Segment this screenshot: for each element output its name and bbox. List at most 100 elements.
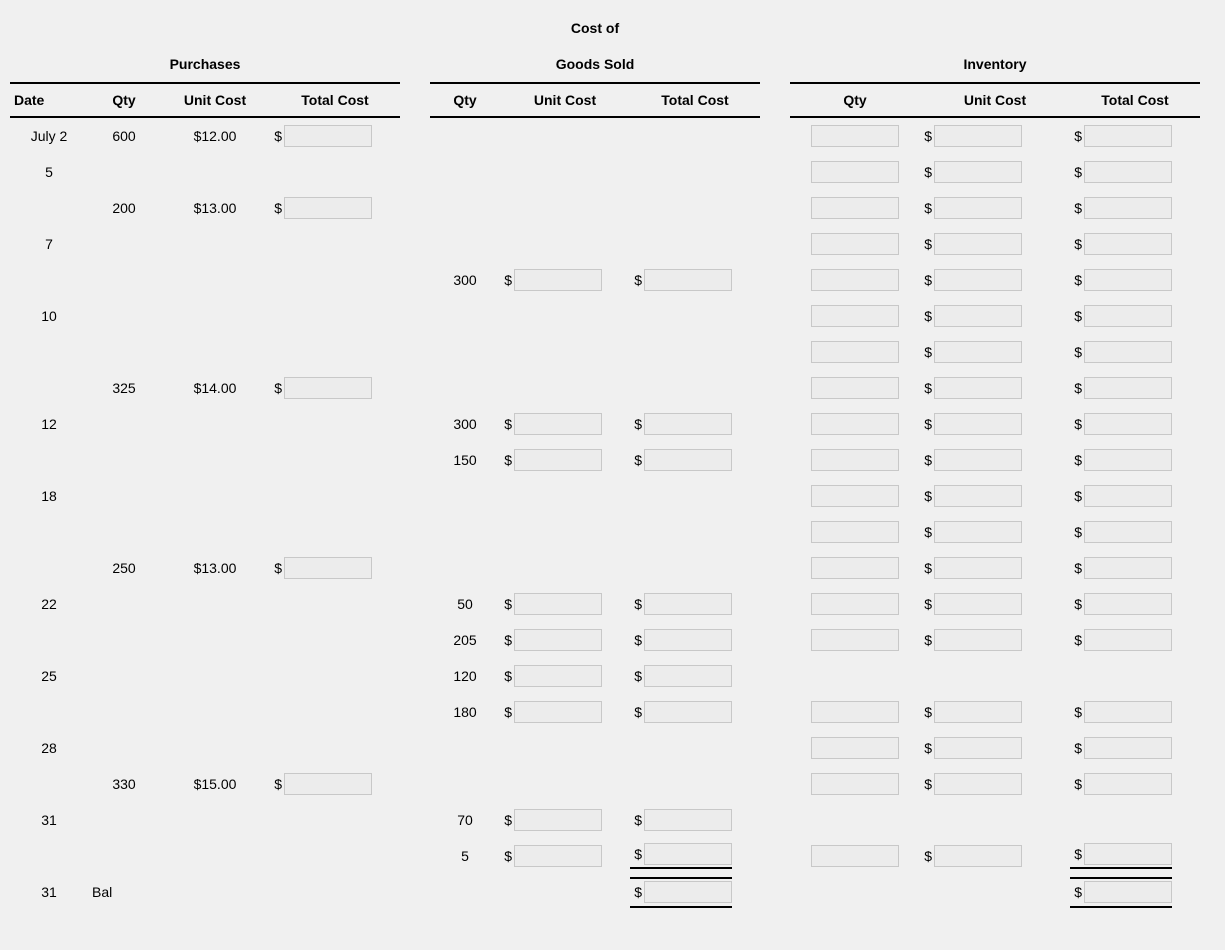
dollar-sign: $ [1070,740,1082,756]
row-1-i-unit[interactable] [934,161,1022,183]
row-12-i-qty[interactable] [811,557,899,579]
row-7-i-total[interactable] [1084,377,1172,399]
row-2-i-qty[interactable] [811,197,899,219]
row-4-i-qty[interactable] [811,269,899,291]
row-14-i-unit[interactable] [934,629,1022,651]
row-18-i-unit[interactable] [934,773,1022,795]
row-5-i-total[interactable] [1084,305,1172,327]
row-13-c-unit[interactable] [514,593,602,615]
row-3-i-qty[interactable] [811,233,899,255]
row-9-c-total[interactable] [644,449,732,471]
row-20-i-total[interactable] [1084,843,1172,865]
row-17-i-qty[interactable] [811,737,899,759]
row-8-c-unit[interactable] [514,413,602,435]
column-gap [400,838,430,874]
col-c-total: Total Cost [630,82,760,118]
row-9-i-qty[interactable] [811,449,899,471]
row-4-i-total[interactable] [1084,269,1172,291]
row-16-c-unit[interactable] [514,701,602,723]
row-7-p-total-cell: $ [270,370,400,406]
row-0-i-unit-cell: $ [920,118,1070,154]
row-9-c-unit[interactable] [514,449,602,471]
row-17-i-unit[interactable] [934,737,1022,759]
row-0-i-qty[interactable] [811,125,899,147]
row-10-i-total[interactable] [1084,485,1172,507]
row-2-i-unit[interactable] [934,197,1022,219]
row-17-i-qty-cell [790,730,920,766]
row-15-c-unit[interactable] [514,665,602,687]
row-18-p-total[interactable] [284,773,372,795]
row-10-i-qty[interactable] [811,485,899,507]
row-4-i-unit[interactable] [934,269,1022,291]
row-7-p-unit-text: $14.00 [194,380,237,396]
row-0-p-total[interactable] [284,125,372,147]
column-gap [400,82,430,118]
row-12-i-total[interactable] [1084,557,1172,579]
row-13-i-total[interactable] [1084,593,1172,615]
row-1-i-total[interactable] [1084,161,1172,183]
row-6-i-unit[interactable] [934,341,1022,363]
row-16-c-total[interactable] [644,701,732,723]
column-gap [760,694,790,730]
row-21-date: 31 [10,874,88,910]
row-20-c-unit[interactable] [514,845,602,867]
dollar-sign: $ [1070,776,1082,792]
row-15-c-total[interactable] [644,665,732,687]
dollar-sign: $ [920,344,932,360]
row-2-p-total[interactable] [284,197,372,219]
row-8-c-total[interactable] [644,413,732,435]
row-6-i-qty[interactable] [811,341,899,363]
row-16-i-qty[interactable] [811,701,899,723]
row-0-i-total[interactable] [1084,125,1172,147]
row-5-i-qty[interactable] [811,305,899,327]
row-1-i-qty[interactable] [811,161,899,183]
empty-cell [270,730,400,766]
row-6-i-total[interactable] [1084,341,1172,363]
row-14-i-total[interactable] [1084,629,1172,651]
row-0-i-unit[interactable] [934,125,1022,147]
row-19-c-total[interactable] [644,809,732,831]
row-14-c-unit[interactable] [514,629,602,651]
row-18-i-qty[interactable] [811,773,899,795]
row-2-p-total-cell: $ [270,190,400,226]
row-4-c-unit[interactable] [514,269,602,291]
row-21-c-total[interactable] [644,881,732,903]
row-7-p-total[interactable] [284,377,372,399]
row-13-c-total[interactable] [644,593,732,615]
row-11-i-total[interactable] [1084,521,1172,543]
row-14-c-total[interactable] [644,629,732,651]
column-gap [760,838,790,874]
row-0-p-unit: $12.00 [160,118,270,154]
row-5-i-unit[interactable] [934,305,1022,327]
row-20-i-qty[interactable] [811,845,899,867]
row-12-p-total[interactable] [284,557,372,579]
row-3-i-unit[interactable] [934,233,1022,255]
row-7-i-qty[interactable] [811,377,899,399]
column-gap [400,298,430,334]
row-7-i-unit[interactable] [934,377,1022,399]
row-12-i-unit[interactable] [934,557,1022,579]
row-11-i-unit[interactable] [934,521,1022,543]
row-14-i-qty[interactable] [811,629,899,651]
row-19-c-unit[interactable] [514,809,602,831]
row-11-i-qty[interactable] [811,521,899,543]
row-8-i-unit[interactable] [934,413,1022,435]
row-13-i-qty[interactable] [811,593,899,615]
row-18-i-total[interactable] [1084,773,1172,795]
row-8-i-qty[interactable] [811,413,899,435]
row-13-i-unit[interactable] [934,593,1022,615]
row-4-c-total[interactable] [644,269,732,291]
row-9-i-unit[interactable] [934,449,1022,471]
row-16-i-unit[interactable] [934,701,1022,723]
row-9-i-total[interactable] [1084,449,1172,471]
row-8-i-total[interactable] [1084,413,1172,435]
row-9-i-unit-cell: $ [920,442,1070,478]
row-10-i-unit[interactable] [934,485,1022,507]
row-16-i-total[interactable] [1084,701,1172,723]
row-17-i-total[interactable] [1084,737,1172,759]
row-3-i-total[interactable] [1084,233,1172,255]
row-20-c-total[interactable] [644,843,732,865]
row-2-i-total[interactable] [1084,197,1172,219]
row-20-i-unit[interactable] [934,845,1022,867]
row-21-i-total[interactable] [1084,881,1172,903]
